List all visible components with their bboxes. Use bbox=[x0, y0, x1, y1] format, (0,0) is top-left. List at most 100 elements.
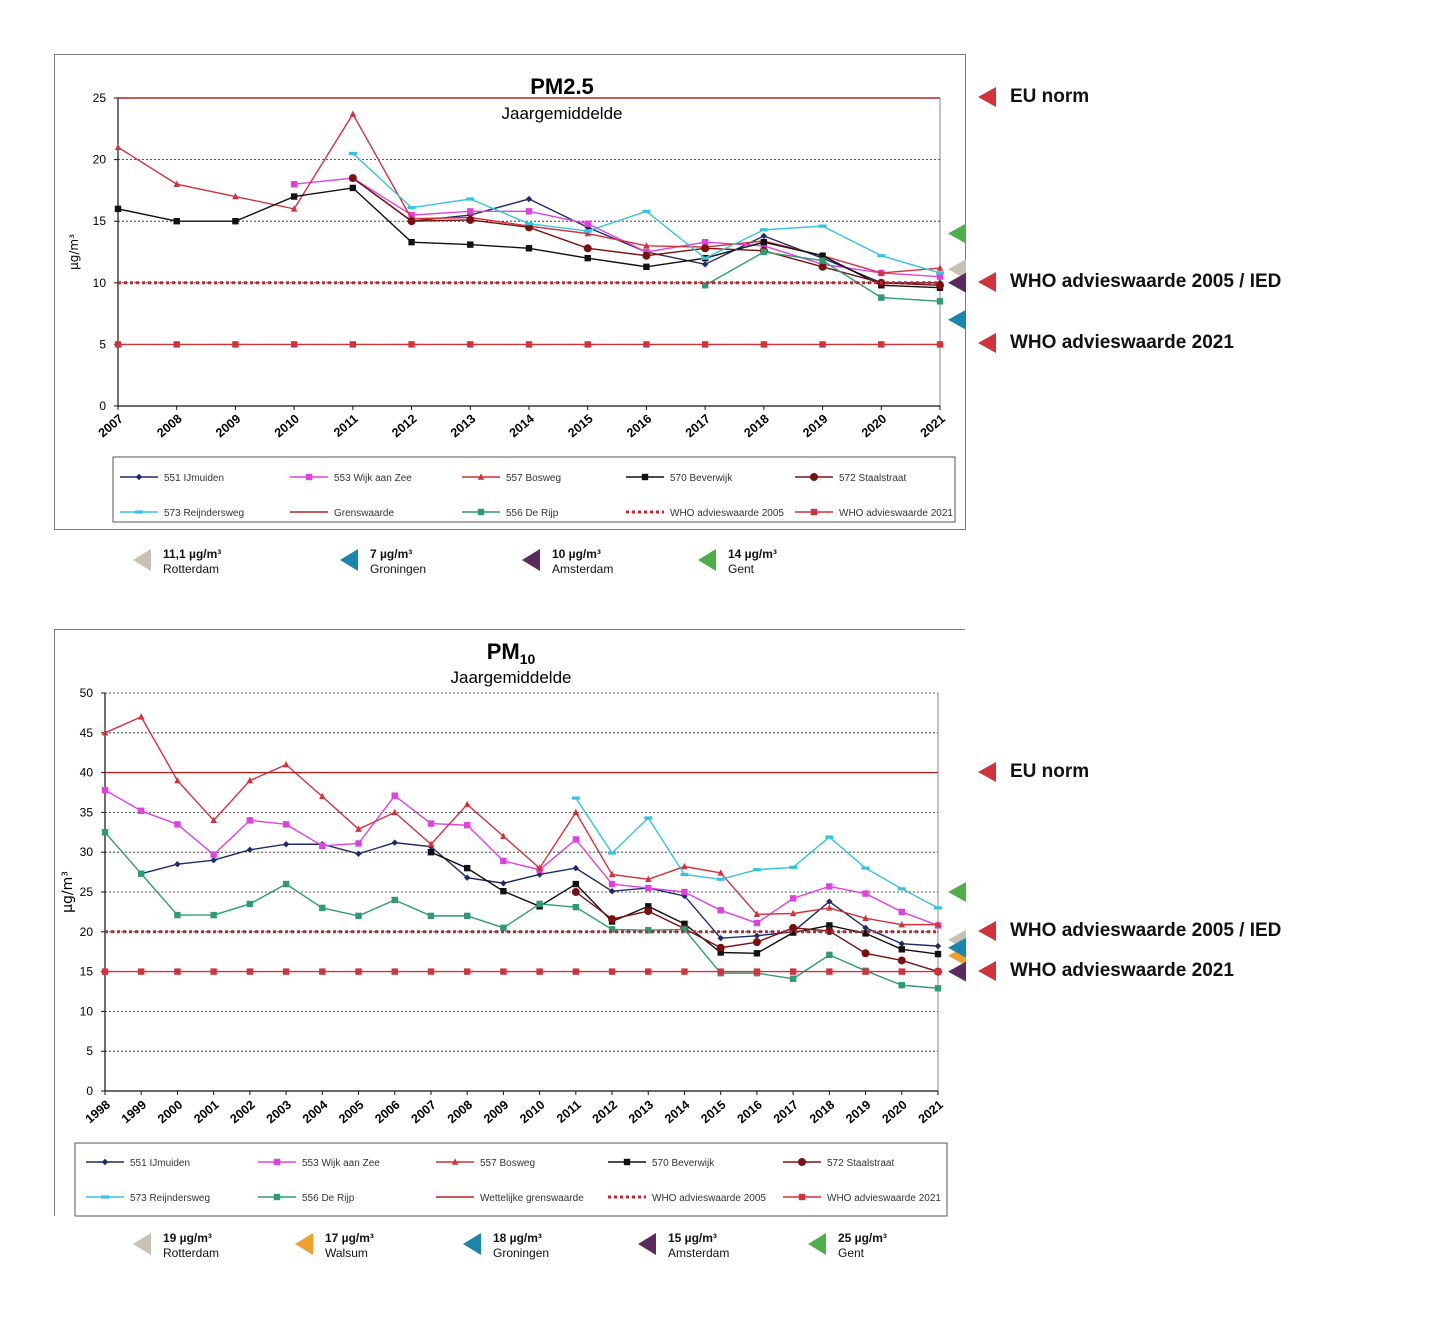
city-value: 7 µg/m³ bbox=[370, 547, 413, 561]
data-point bbox=[862, 924, 869, 932]
y-axis-label: µg/m³ bbox=[60, 871, 76, 913]
chart-title: PM2.5 bbox=[530, 74, 594, 99]
legend-label: 557 Bosweg bbox=[480, 1158, 535, 1169]
data-point bbox=[114, 341, 122, 348]
side-label-text: WHO advieswaarde 2005 / IED bbox=[1010, 919, 1282, 941]
data-point bbox=[753, 919, 761, 927]
data-point bbox=[826, 883, 833, 890]
x-tick-label: 2021 bbox=[918, 412, 948, 441]
chart-subtitle: Jaargemiddelde bbox=[451, 668, 572, 687]
data-point bbox=[826, 898, 833, 905]
legend-entry: 551 IJmuiden bbox=[86, 1158, 190, 1169]
city-triangle-icon bbox=[295, 1233, 313, 1255]
data-point bbox=[819, 257, 826, 264]
data-point bbox=[114, 143, 122, 150]
data-point bbox=[760, 232, 768, 240]
legend-entry: 553 Wijk aan Zee bbox=[258, 1158, 380, 1169]
side-label-text: WHO advieswaarde 2021 bbox=[1010, 959, 1234, 981]
data-point bbox=[500, 857, 507, 865]
data-point bbox=[500, 832, 507, 839]
data-point bbox=[680, 872, 689, 877]
data-point bbox=[138, 870, 145, 877]
data-point bbox=[408, 238, 415, 246]
data-point bbox=[525, 245, 533, 252]
data-point bbox=[427, 840, 435, 847]
x-tick-label: 2010 bbox=[517, 1098, 547, 1127]
city-name: Walsum bbox=[325, 1246, 368, 1260]
data-point bbox=[101, 786, 109, 794]
data-point bbox=[789, 865, 798, 869]
legend-entry: 570 Beverwijk bbox=[608, 1158, 715, 1169]
red-triangle-icon bbox=[978, 271, 996, 292]
data-point bbox=[717, 949, 724, 956]
data-point bbox=[759, 228, 768, 232]
city-level-arrow-icon bbox=[948, 223, 966, 244]
data-point bbox=[466, 197, 475, 201]
y-tick-label: 50 bbox=[80, 686, 94, 700]
data-point bbox=[407, 206, 416, 210]
data-point bbox=[391, 792, 398, 799]
data-point bbox=[701, 341, 709, 348]
data-point bbox=[463, 968, 471, 975]
legend-marker bbox=[641, 473, 649, 481]
data-point bbox=[349, 341, 357, 348]
data-point bbox=[826, 951, 833, 959]
legend-label: WHO advieswaarde 2021 bbox=[827, 1193, 941, 1204]
x-tick-label: 2016 bbox=[735, 1098, 765, 1127]
data-point bbox=[391, 968, 398, 975]
legend-label: 556 De Rijp bbox=[506, 508, 559, 519]
data-point bbox=[861, 949, 870, 958]
data-point bbox=[210, 911, 217, 919]
data-point bbox=[934, 942, 942, 950]
x-tick-label: 2018 bbox=[807, 1098, 837, 1127]
legend-marker bbox=[451, 1158, 459, 1165]
legend-entry: 551 IJmuiden bbox=[120, 473, 224, 484]
data-point bbox=[583, 244, 592, 253]
legend-label: 573 Reijndersweg bbox=[130, 1193, 210, 1204]
legend-marker bbox=[135, 510, 143, 514]
data-point bbox=[645, 875, 652, 882]
legend-label: 551 IJmuiden bbox=[164, 473, 224, 484]
data-point bbox=[500, 880, 507, 887]
side-label-text: EU norm bbox=[1010, 760, 1090, 782]
data-point bbox=[246, 900, 254, 908]
data-point bbox=[536, 900, 543, 908]
legend-entry: 572 Staalstraat bbox=[795, 473, 906, 484]
data-point bbox=[572, 808, 580, 816]
data-point bbox=[174, 776, 181, 784]
legend-marker bbox=[810, 473, 818, 481]
data-point bbox=[789, 923, 798, 932]
data-point bbox=[138, 807, 145, 815]
y-tick-label: 25 bbox=[80, 885, 94, 899]
data-point bbox=[645, 927, 652, 934]
data-point bbox=[319, 842, 326, 850]
data-point bbox=[897, 887, 906, 891]
side-reference-label: WHO advieswaarde 2005 / IED bbox=[978, 920, 1281, 942]
data-point bbox=[246, 968, 254, 975]
data-point bbox=[681, 926, 688, 933]
y-tick-label: 30 bbox=[80, 845, 94, 859]
data-point bbox=[500, 968, 507, 975]
x-tick-label: 2005 bbox=[336, 1098, 366, 1127]
legend-entry: WHO advieswaarde 2005 bbox=[608, 1193, 766, 1204]
x-tick-label: 2009 bbox=[213, 412, 243, 441]
data-point bbox=[760, 341, 768, 348]
data-point bbox=[716, 943, 725, 952]
data-point bbox=[463, 874, 471, 881]
legend-marker bbox=[273, 1158, 281, 1166]
data-point bbox=[246, 776, 254, 784]
data-point bbox=[753, 950, 761, 957]
data-point bbox=[355, 968, 362, 975]
data-point bbox=[608, 968, 616, 975]
data-point bbox=[862, 890, 869, 897]
data-point bbox=[818, 262, 827, 271]
data-point bbox=[936, 281, 944, 290]
chart-title-subscript: 10 bbox=[520, 651, 536, 667]
data-point bbox=[717, 907, 724, 914]
legend-entry: 573 Reijndersweg bbox=[120, 508, 244, 519]
city-name: Amsterdam bbox=[668, 1246, 730, 1260]
data-point bbox=[608, 851, 617, 855]
data-point bbox=[290, 205, 298, 212]
data-point bbox=[819, 341, 826, 348]
series-557-bosweg bbox=[101, 713, 942, 928]
